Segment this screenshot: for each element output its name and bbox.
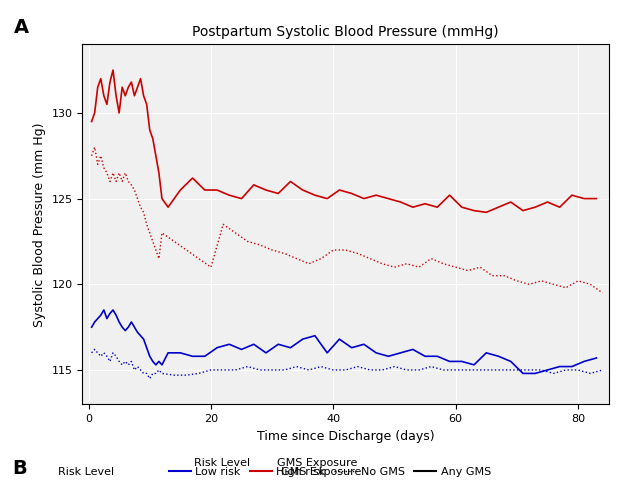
Text: Risk Level: Risk Level	[58, 467, 114, 477]
Text: B: B	[13, 459, 27, 478]
Legend: Low risk, High risk, No GMS, Any GMS: Low risk, High risk, No GMS, Any GMS	[164, 463, 495, 482]
Text: A: A	[14, 18, 29, 37]
Title: Postpartum Systolic Blood Pressure (mmHg): Postpartum Systolic Blood Pressure (mmHg…	[192, 25, 499, 39]
Text: GMS Exposure: GMS Exposure	[281, 467, 361, 477]
X-axis label: Time since Discharge (days): Time since Discharge (days)	[257, 429, 434, 443]
Y-axis label: Systolic Blood Pressure (mm Hg): Systolic Blood Pressure (mm Hg)	[33, 122, 46, 326]
Text: Risk Level: Risk Level	[194, 458, 250, 468]
Text: GMS Exposure: GMS Exposure	[277, 458, 357, 468]
